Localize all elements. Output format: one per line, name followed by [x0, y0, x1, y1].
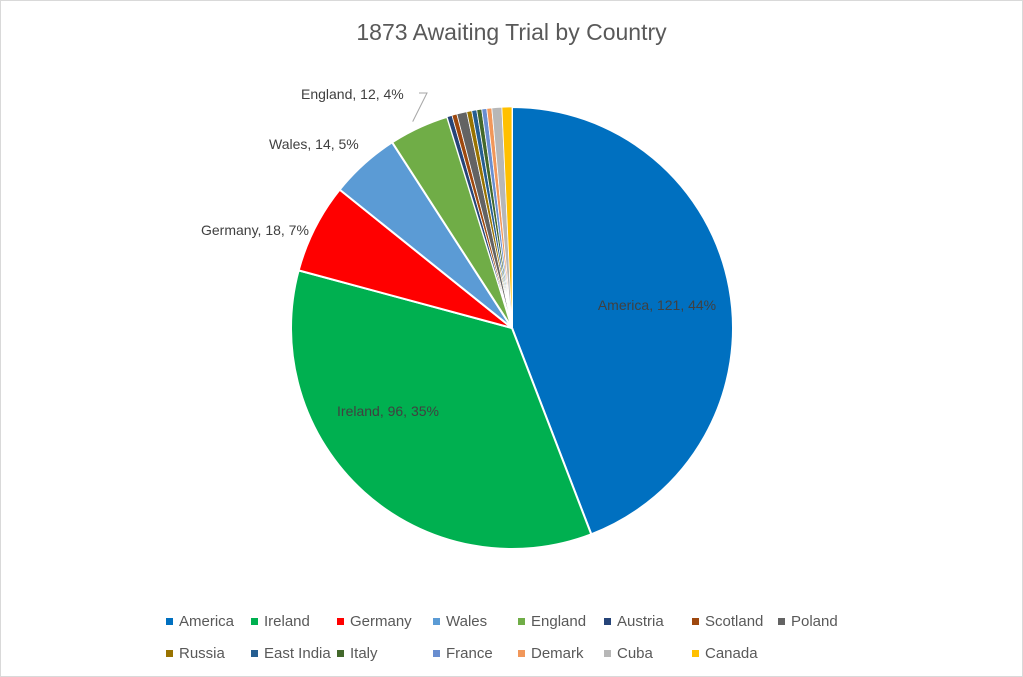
legend-item-cuba: Cuba	[604, 645, 692, 662]
legend-swatch-ireland	[251, 617, 258, 625]
pie-slice-america	[511, 105, 734, 536]
legend-item-scotland: Scotland	[692, 613, 778, 630]
legend-label-ireland: Ireland	[264, 612, 310, 630]
legend-swatch-scotland	[692, 617, 699, 625]
legend-swatch-east-india	[251, 649, 258, 657]
legend-swatch-england	[518, 617, 525, 625]
legend-swatch-canada	[692, 649, 699, 657]
legend-label-scotland: Scotland	[705, 612, 764, 630]
legend: America Ireland Germany Wales England Austria…	[166, 605, 866, 669]
legend-item-canada: Canada	[692, 645, 778, 662]
legend-label-russia: Russia	[179, 644, 225, 662]
legend-item-italy: Italy	[337, 645, 433, 662]
legend-label-italy: Italy	[350, 644, 378, 662]
legend-label-demark: Demark	[531, 644, 584, 662]
legend-item-america: America	[166, 613, 251, 630]
legend-item-france: France	[433, 645, 518, 662]
legend-item-austria: Austria	[604, 613, 692, 630]
leader-line-england	[412, 92, 428, 122]
legend-label-canada: Canada	[705, 644, 758, 662]
legend-label-germany: Germany	[350, 612, 412, 630]
legend-swatch-wales	[433, 617, 440, 625]
chart-title: 1873 Awaiting Trial by Country	[356, 19, 667, 45]
legend-item-wales: Wales	[433, 613, 518, 630]
data-label-ireland: Ireland, 96, 35%	[337, 403, 439, 419]
legend-label-cuba: Cuba	[617, 644, 653, 662]
legend-item-england: England	[518, 613, 604, 630]
pie-slice-ireland	[290, 269, 593, 550]
data-label-america: America, 121, 44%	[598, 297, 716, 313]
data-label-england: England, 12, 4%	[301, 86, 404, 102]
legend-label-america: America	[179, 612, 235, 630]
legend-item-ireland: Ireland	[251, 613, 337, 630]
data-label-wales: Wales, 14, 5%	[269, 136, 359, 152]
legend-label-poland: Poland	[791, 612, 838, 630]
legend-swatch-poland	[778, 617, 785, 625]
legend-row: Russia East India Italy France Demark Cuba Can…	[166, 637, 866, 669]
legend-item-russia: Russia	[166, 645, 251, 662]
pie-slice-canada	[501, 106, 513, 329]
legend-item-demark: Demark	[518, 645, 604, 662]
legend-swatch-germany	[337, 617, 344, 625]
legend-label-wales: Wales	[446, 612, 488, 630]
legend-swatch-america	[166, 617, 173, 625]
legend-item-germany: Germany	[337, 613, 433, 630]
legend-swatch-russia	[166, 649, 173, 657]
legend-row: America Ireland Germany Wales England Austria…	[166, 605, 866, 637]
legend-item-poland: Poland	[778, 613, 848, 630]
legend-label-austria: Austria	[617, 612, 664, 630]
legend-label-england: England	[531, 612, 587, 630]
legend-swatch-italy	[337, 649, 344, 657]
legend-label-east-india: East India	[264, 644, 331, 662]
legend-swatch-austria	[604, 617, 611, 625]
legend-swatch-demark	[518, 649, 525, 657]
data-label-germany: Germany, 18, 7%	[201, 222, 309, 238]
legend-swatch-cuba	[604, 649, 611, 657]
legend-swatch-france	[433, 649, 440, 657]
legend-item-east-india: East India	[251, 645, 337, 662]
legend-label-france: France	[446, 644, 493, 662]
pie-chart: America, 121, 44% Ireland, 96, 35% Germany…	[201, 86, 734, 550]
